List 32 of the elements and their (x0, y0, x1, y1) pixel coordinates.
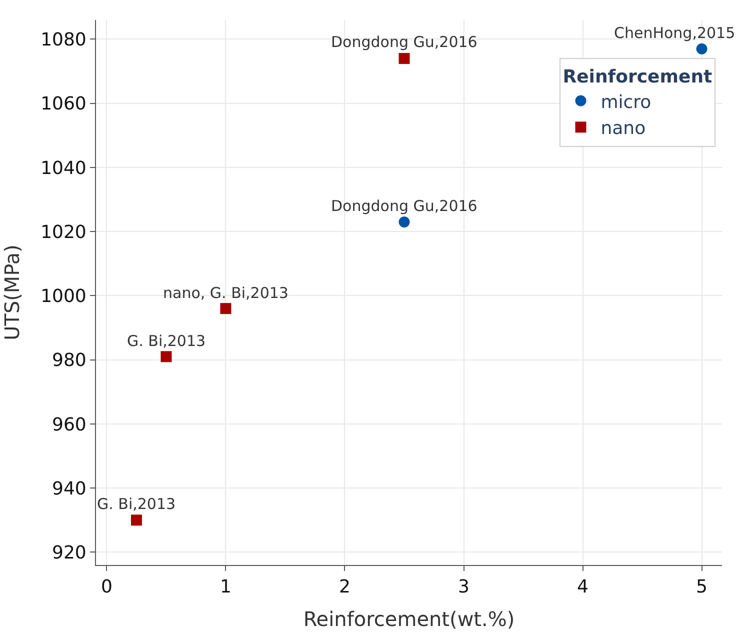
x-tick-label: 3 (458, 576, 470, 598)
y-tick-label: 980 (52, 350, 86, 372)
x-tick-label: 0 (100, 576, 112, 598)
y-tick-label: 960 (52, 414, 86, 436)
y-tick-label: 1080 (40, 30, 86, 51)
annotation: G. Bi,2013 (127, 332, 206, 350)
annotation: nano, G. Bi,2013 (163, 284, 288, 302)
point (696, 43, 708, 54)
point (398, 216, 410, 228)
point (398, 52, 410, 64)
point (160, 351, 172, 362)
x-axis-title: Reinforcement(wt.%) (303, 607, 515, 632)
y-axis-title: UTS(MPa) (0, 244, 24, 340)
legend-title: Reinforcement (562, 66, 713, 88)
annotation: G. Bi,2013 (97, 495, 176, 513)
annotation: ChenHong,2015 (614, 24, 736, 42)
legend-label: nano (600, 118, 646, 140)
annotation: Dongdong Gu,2016 (331, 33, 478, 51)
y-tick-label: 1060 (40, 94, 86, 115)
x-tick-label: 5 (696, 576, 708, 598)
point (130, 514, 142, 526)
x-tick-label: 1 (220, 576, 232, 598)
x-tick-label: 2 (339, 576, 350, 598)
y-tick-label: 1040 (40, 158, 86, 179)
y-tick-label: 1020 (40, 222, 86, 243)
y-tick-label: 920 (52, 542, 86, 564)
x-tick-label: 4 (577, 576, 588, 598)
y-tick-label: 940 (52, 478, 86, 500)
y-tick-label: 1000 (40, 286, 86, 308)
point (220, 303, 232, 314)
annotation: Dongdong Gu,2016 (331, 197, 478, 215)
legend-label: micro (600, 92, 652, 113)
